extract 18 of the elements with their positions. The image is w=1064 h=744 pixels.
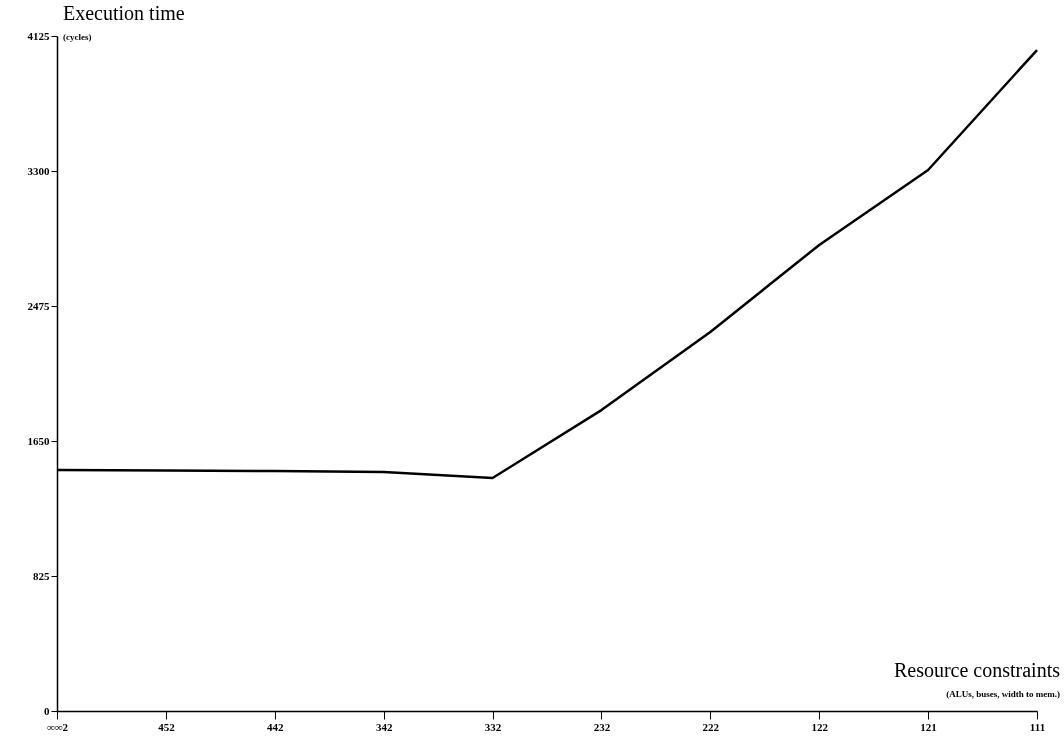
x-tick-label: 111 (1029, 720, 1046, 733)
x-tick-label: 232 (593, 720, 611, 733)
x-tick-label: 222 (702, 720, 720, 733)
x-tick-label: 121 (920, 720, 937, 733)
x-tick-label: 452 (158, 720, 176, 733)
x-tick-label: 122 (811, 720, 829, 733)
y-axis-title: Execution time (cycles) (63, 2, 185, 42)
y-tick-label: 2475 (27, 299, 50, 312)
x-tick-label: 342 (375, 720, 393, 733)
y-tick-label: 0 (44, 704, 50, 717)
y-tick-label: 1650 (27, 434, 50, 447)
y-tick-label: 825 (33, 569, 50, 582)
x-axis-title: Resource constraints (ALUs, buses, width to mem.) (893, 659, 1061, 699)
y-tick-label: 3300 (27, 164, 50, 177)
x-tick-label: 442 (267, 720, 285, 733)
y-tick-label: 4125 (27, 29, 50, 42)
x-tick-label: 332 (484, 720, 502, 733)
x-tick-label: ∞∞2 (46, 720, 69, 733)
